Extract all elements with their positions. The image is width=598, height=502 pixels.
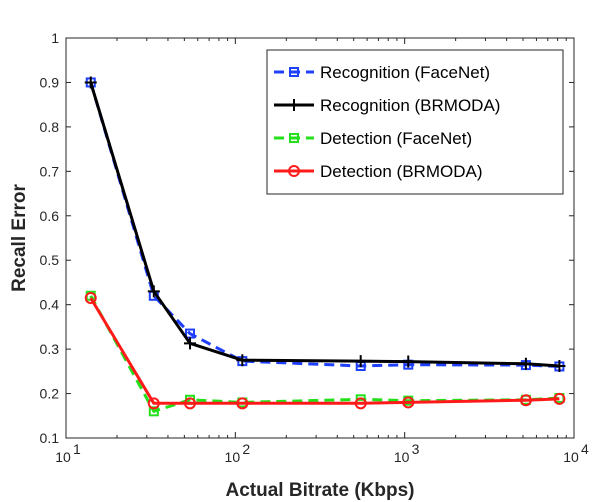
x-tick-label-exponent: 4 [581,441,589,457]
legend-entry-recognition-facenet: Recognition (FaceNet) [274,63,490,82]
x-tick-label: 10 1 [55,441,81,465]
data-point [402,396,415,409]
y-tick-label: 0.8 [40,119,60,135]
data-point [84,292,97,304]
series-line [89,297,560,405]
data-point [147,285,160,298]
x-axis-label: Actual Bitrate (Kbps) [226,480,415,501]
data-point [184,397,197,410]
y-tick-label: 0.2 [40,386,60,402]
legend-box [266,49,564,195]
x-tick-label-base: 10 [225,449,241,465]
y-tick-label: 0.9 [40,74,60,90]
legend-label: Recognition (FaceNet) [320,63,490,82]
series-recognition-brmoda [84,76,566,372]
data-point [236,354,249,367]
legend-label: Recognition (BRMODA) [320,96,500,115]
legend-marker [288,99,300,111]
legend-entry-recognition-brmoda: Recognition (BRMODA) [274,96,500,115]
y-tick-label: 0.7 [40,163,60,179]
series-layer [84,76,566,417]
data-point [147,397,160,410]
x-tick-label: 10 3 [394,441,420,465]
x-tick-label-base: 10 [55,449,71,465]
legend-label: Detection (FaceNet) [320,129,472,148]
data-point [354,355,367,368]
data-point [354,397,367,410]
data-point [402,355,415,368]
x-tick-label: 10 2 [225,441,251,465]
data-point [236,397,249,410]
legend-marker [288,165,300,177]
data-point [519,357,532,370]
data-point [184,337,197,350]
data-point [84,76,97,89]
legend-marker [289,67,299,77]
legend-entry-detection-brmoda: Detection (BRMODA) [274,162,482,181]
plot-frame [65,37,575,439]
y-tick-label: 0.6 [40,208,60,224]
legend-label: Detection (BRMODA) [320,162,482,181]
y-tick-label: 0.5 [40,252,60,268]
series-detection-brmoda [84,292,566,410]
legend-marker [289,133,299,143]
data-point [519,394,532,407]
x-tick-label-exponent: 2 [242,441,250,457]
y-tick-label: 0.4 [40,297,60,313]
x-tick-label-exponent: 1 [73,441,81,457]
y-tick-label: 1 [51,30,59,46]
x-tick-label-base: 10 [563,449,579,465]
data-point [553,392,566,405]
x-tick-label-base: 10 [394,449,410,465]
series-line [89,81,560,368]
x-tick-label: 10 4 [563,441,589,465]
data-point [553,360,566,372]
legend-entry-detection-facenet: Detection (FaceNet) [274,129,472,148]
y-tick-label: 0.3 [40,341,60,357]
legend: Recognition (FaceNet) Recognition (BRMODA… [266,49,564,195]
y-axis-label: Recall Error [9,184,30,292]
x-tick-label-exponent: 3 [412,441,420,457]
y-tick-label: 0.1 [40,430,60,446]
